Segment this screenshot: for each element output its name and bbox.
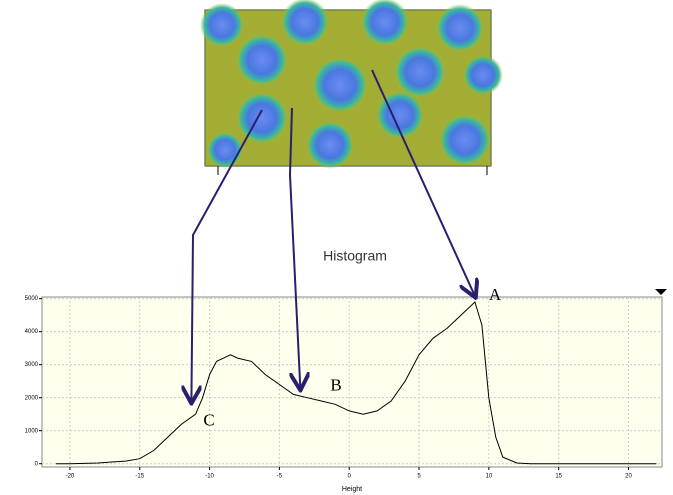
annotation-label: B [330,375,341,394]
plot-area [41,296,663,468]
y-tick-label: 4000 [25,329,39,335]
y-tick-label: 3000 [25,362,39,368]
x-tick-label: 0 [348,474,352,480]
x-tick-label: 15 [555,474,562,480]
x-tick-label: -15 [135,474,144,480]
annotation-label: A [489,285,502,304]
arrow [288,107,300,388]
y-tick-label: 5000 [25,296,39,302]
height-map [200,0,503,175]
y-tick-label: 1000 [25,428,39,434]
histogram-line [56,301,657,465]
y-tick-label: 2000 [25,395,39,401]
x-tick-label: 5 [417,474,421,480]
x-tick-label: -10 [205,474,214,480]
y-tick-label: 0 [35,461,39,467]
x-tick-label: -5 [277,474,283,480]
dropdown-icon[interactable] [655,289,667,295]
chart-title: Histogram [323,248,387,264]
x-tick-label: 10 [486,474,493,480]
arrow [191,109,263,402]
x-tick-label: 20 [625,474,632,480]
x-tick-label: -20 [66,474,75,480]
arrow [371,69,475,296]
annotation-label: C [203,410,214,429]
x-axis-label: Height [342,486,362,493]
